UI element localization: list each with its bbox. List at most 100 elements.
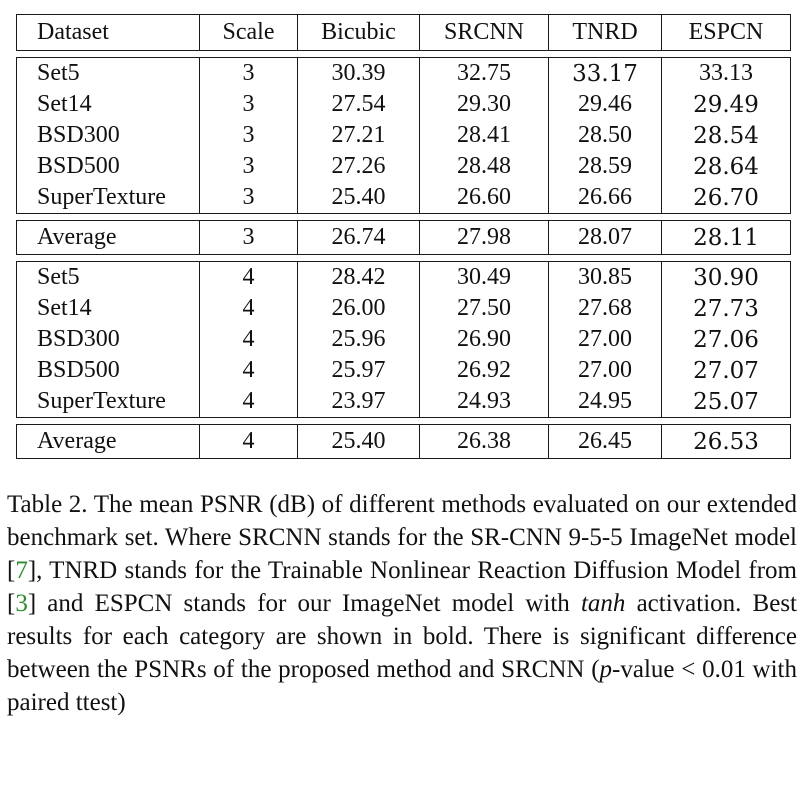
cell-espcn: 27.73 [661,293,791,324]
table-row: Set14 4 26.00 27.50 27.68 27.73 [16,293,791,324]
cell-tnrd: 27.00 [548,355,662,386]
cell-srcnn: 24.93 [419,386,549,418]
cell-tnrd: 27.68 [548,293,662,324]
caption-text-5: -value < 0.01 with paired ttest) [7,656,798,716]
math-tanh: tanh [580,590,626,617]
cell-scale: 3 [199,89,298,120]
cell-espcn: 28.11 [661,220,791,255]
cell-srcnn: 30.49 [419,261,549,293]
cell-espcn: 30.90 [661,261,791,293]
cell-bicubic: 26.00 [297,293,420,324]
cell-dataset: Set5 [16,261,200,293]
table-row: SuperTexture 3 25.40 26.60 26.66 26.70 [16,182,791,214]
cell-srcnn: 26.90 [419,324,549,355]
psnr-results-table: Dataset Scale Bicubic SRCNN TNRD ESPCN S… [16,14,791,459]
cell-tnrd: 28.50 [548,120,662,151]
header-espcn: ESPCN [661,14,791,51]
cell-dataset: BSD300 [16,120,200,151]
caption-text-4: activation. Best results for each catego… [7,590,797,683]
cell-tnrd: 24.95 [548,386,662,418]
table-body: Set5 3 30.39 32.75 33.17 33.13 Set14 3 27.54 29.3… [16,51,791,459]
cell-bicubic: 25.96 [297,324,420,355]
table-row: Set5 3 30.39 32.75 33.17 33.13 [16,57,791,89]
cell-dataset: Average [16,220,200,255]
cell-scale: 3 [199,120,298,151]
group-spacer [17,51,791,58]
table-row: BSD300 3 27.21 28.41 28.50 28.54 [16,120,791,151]
table-row: BSD500 3 27.26 28.48 28.59 28.64 [16,151,791,182]
cell-espcn: 29.49 [661,89,791,120]
cell-tnrd: 28.07 [548,220,662,255]
cell-srcnn: 29.30 [419,89,549,120]
cell-bicubic: 30.39 [297,57,420,89]
cell-dataset: Set14 [16,89,200,120]
math-p: p [599,656,613,683]
cell-dataset: BSD300 [16,324,200,355]
cell-bicubic: 26.74 [297,220,420,255]
cell-scale: 4 [199,324,298,355]
cell-scale: 3 [199,57,298,89]
cell-espcn: 28.54 [661,120,791,151]
cell-dataset: SuperTexture [16,386,200,418]
cell-bicubic: 27.26 [297,151,420,182]
cell-dataset: Set14 [16,293,200,324]
header-tnrd: TNRD [548,14,662,51]
caption-text-2: ], TNRD stands for the Trainable Nonline… [7,557,797,617]
header-scale: Scale [199,14,298,51]
cell-scale: 3 [199,151,298,182]
cell-tnrd: 29.46 [548,89,662,120]
cell-dataset: Set5 [16,57,200,89]
table-header-row: Dataset Scale Bicubic SRCNN TNRD ESPCN [16,14,791,51]
cell-scale: 3 [199,182,298,214]
cell-tnrd: 26.66 [548,182,662,214]
cell-espcn: 25.07 [661,386,791,418]
cell-dataset: SuperTexture [16,182,200,214]
citation-link-3[interactable]: 3 [15,590,28,617]
cell-espcn: 28.64 [661,151,791,182]
average-row: Average 4 25.40 26.38 26.45 26.53 [16,424,791,459]
cell-bicubic: 25.40 [297,424,420,459]
cell-dataset: BSD500 [16,151,200,182]
cell-srcnn: 28.48 [419,151,549,182]
group-spacer [17,255,791,262]
average-row: Average 3 26.74 27.98 28.07 28.11 [16,220,791,255]
header-srcnn: SRCNN [419,14,549,51]
table-row: SuperTexture 4 23.97 24.93 24.95 25.07 [16,386,791,418]
cell-espcn: 27.06 [661,324,791,355]
cell-scale: 4 [199,293,298,324]
cell-srcnn: 26.92 [419,355,549,386]
table-row: BSD500 4 25.97 26.92 27.00 27.07 [16,355,791,386]
spacer-cell [17,214,791,221]
group-spacer [17,418,791,425]
cell-scale: 4 [199,355,298,386]
cell-tnrd: 33.17 [548,57,662,89]
cell-srcnn: 32.75 [419,57,549,89]
cell-scale: 4 [199,424,298,459]
cell-srcnn: 27.98 [419,220,549,255]
spacer-cell [17,51,791,58]
cell-scale: 4 [199,386,298,418]
cell-espcn: 26.53 [661,424,791,459]
cell-bicubic: 27.21 [297,120,420,151]
cell-bicubic: 23.97 [297,386,420,418]
group-spacer [17,214,791,221]
table-row: BSD300 4 25.96 26.90 27.00 27.06 [16,324,791,355]
cell-srcnn: 26.60 [419,182,549,214]
cell-espcn: 26.70 [661,182,791,214]
cell-dataset: BSD500 [16,355,200,386]
cell-srcnn: 27.50 [419,293,549,324]
caption-text-1: Table 2. The mean PSNR (dB) of different… [7,491,797,584]
cell-tnrd: 27.00 [548,324,662,355]
header-bicubic: Bicubic [297,14,420,51]
header-dataset: Dataset [16,14,200,51]
cell-scale: 3 [199,220,298,255]
spacer-cell [17,418,791,425]
cell-tnrd: 26.45 [548,424,662,459]
cell-tnrd: 28.59 [548,151,662,182]
cell-espcn: 33.13 [661,57,791,89]
cell-bicubic: 25.97 [297,355,420,386]
cell-srcnn: 26.38 [419,424,549,459]
table-caption: Table 2. The mean PSNR (dB) of different… [7,488,797,719]
cell-dataset: Average [16,424,200,459]
citation-link-7[interactable]: 7 [15,557,28,584]
